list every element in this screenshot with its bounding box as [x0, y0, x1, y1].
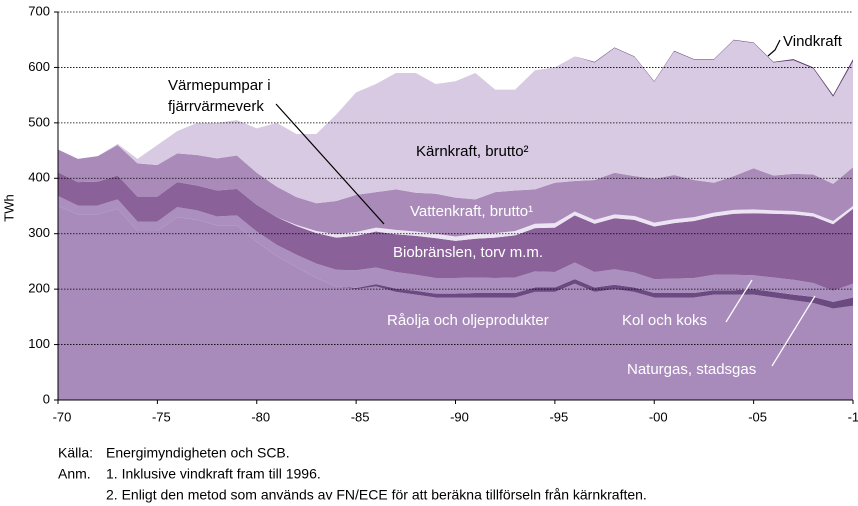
series-label: Naturgas, stadsgas [627, 361, 756, 378]
y-tick-label: 500 [28, 114, 50, 129]
area [58, 172, 853, 241]
y-tick-label: 200 [28, 281, 50, 296]
area [58, 40, 853, 204]
leader-lines [275, 39, 816, 367]
y-tick-label: 600 [28, 59, 50, 74]
series-label: Kärnkraft, brutto² [416, 143, 529, 160]
area [58, 172, 853, 291]
y-tick-label: 300 [28, 225, 50, 240]
notes-label: Anm. [58, 466, 91, 482]
y-tick-label: 100 [28, 336, 50, 351]
x-tick-label: -90 [450, 409, 469, 424]
series-label: Vindkraft [783, 33, 843, 50]
y-tick-label: 700 [28, 3, 50, 18]
note: 1. Inklusive vindkraft fram till 1996. [106, 466, 321, 482]
x-tick-label: -80 [251, 409, 270, 424]
x-tick-label: -95 [549, 409, 568, 424]
leader-line [767, 39, 781, 57]
x-tick-label: -75 [152, 409, 171, 424]
x-tick-label: -10 [848, 409, 858, 424]
series-label: Råolja och oljeprodukter [387, 312, 549, 329]
x-tick-label: -85 [351, 409, 370, 424]
source-label: Källa: [58, 445, 93, 461]
leader-line [771, 295, 816, 367]
area [58, 206, 853, 400]
x-tick-label: -70 [53, 409, 72, 424]
y-tick-label: 0 [43, 391, 50, 406]
y-axis-title: TWh [1, 194, 16, 221]
x-tick-label: -00 [649, 409, 668, 424]
leader-line [725, 279, 753, 323]
x-tick-label: -05 [748, 409, 767, 424]
series-label: Vattenkraft, brutto¹ [410, 203, 533, 220]
area [58, 145, 853, 237]
series-label: Biobränslen, torv m.m. [393, 244, 543, 261]
note: 2. Enligt den metod som används av FN/EC… [106, 487, 647, 503]
series-label: Kol och koks [622, 312, 707, 329]
source: Energimyndigheten och SCB. [106, 445, 290, 461]
series-label: Värmepumpar i fjärrvärmeverk [168, 77, 271, 115]
area [58, 196, 853, 302]
leader-line [275, 103, 385, 225]
y-tick-label: 400 [28, 170, 50, 185]
